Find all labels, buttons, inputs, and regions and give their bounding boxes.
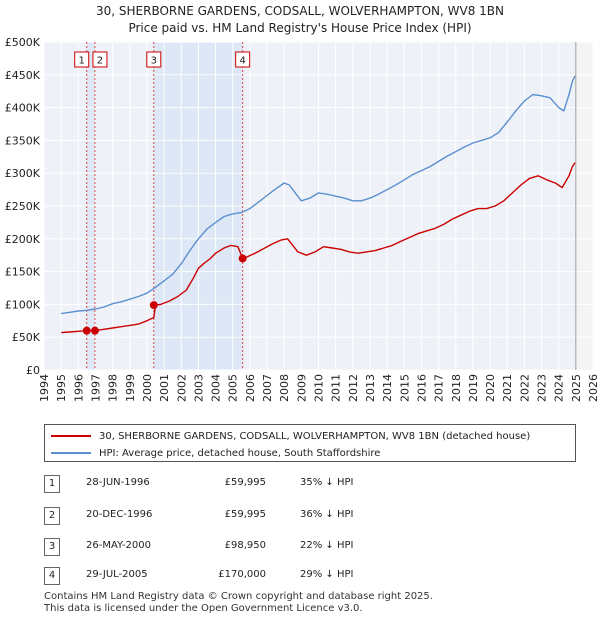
legend-item-hpi: HPI: Average price, detached house, Sout… [51,445,380,461]
y-tick-label: £400K [5,102,41,115]
x-tick-label: 2011 [330,374,343,402]
sale-label: 4 [239,56,245,67]
sale-label: 2 [97,56,103,67]
y-tick-label: £0 [26,364,40,377]
x-tick-label: 2014 [381,374,394,402]
x-tick-label: 2025 [570,374,583,402]
x-tick-label: 2026 [587,374,600,402]
x-tick-label: 1996 [72,374,85,402]
x-tick-label: 2005 [227,374,240,402]
footer-copyright: Contains HM Land Registry data © Crown c… [44,591,433,602]
sale-date: 29-JUL-2005 [86,569,148,580]
sale-row: 3 26-MAY-2000 £98,950 22% ↓ HPI [44,538,584,558]
y-tick-label: £150K [5,266,41,279]
x-tick-label: 2017 [433,374,446,402]
chart-subtitle: Price paid vs. HM Land Registry's House … [128,21,472,35]
x-tick-label: 2010 [313,374,326,402]
y-tick-label: £200K [5,233,41,246]
x-tick-label: 1999 [124,374,137,402]
sale-label-box [74,51,90,68]
sale-hpi-diff: 22% ↓ HPI [300,540,354,551]
sale-label-box [235,51,251,68]
sale-row: 1 28-JUN-1996 £59,995 35% ↓ HPI [44,475,584,495]
x-tick-label: 1994 [38,374,51,402]
sale-point [149,301,158,310]
legend-label-property: 30, SHERBORNE GARDENS, CODSALL, WOLVERHA… [99,430,531,442]
sale-price: £170,000 [218,569,266,580]
x-tick-label: 2023 [536,374,549,402]
sale-hpi-diff: 29% ↓ HPI [300,569,354,580]
sale-date: 20-DEC-1996 [86,509,153,520]
sale-row: 2 20-DEC-1996 £59,995 36% ↓ HPI [44,507,584,527]
sale-label: 3 [151,56,157,67]
x-tick-label: 2024 [553,374,566,402]
sale-label: 1 [79,56,85,67]
sale-date: 26-MAY-2000 [86,540,152,551]
x-tick-label: 2012 [347,374,360,402]
sale-point [90,326,99,335]
sale-label-box [92,51,108,68]
x-tick-label: 2009 [295,374,308,402]
x-tick-label: 2003 [192,374,205,402]
x-tick-label: 1995 [55,374,68,402]
x-tick-label: 2002 [175,374,188,402]
x-tick-label: 1997 [89,374,102,402]
legend-label-hpi: HPI: Average price, detached house, Sout… [99,447,381,459]
hpi-series-line [61,75,576,315]
sale-number: 3 [44,538,60,556]
sale-label-box [146,51,162,68]
sale-number: 1 [44,475,60,493]
sale-hpi-diff: 35% ↓ HPI [300,477,354,488]
sale-row: 4 29-JUL-2005 £170,000 29% ↓ HPI [44,567,584,587]
sale-point [82,326,91,335]
sale-date: 28-JUN-1996 [86,477,150,488]
property-series-line [61,162,576,334]
y-tick-label: £300K [5,167,41,180]
sale-number: 2 [44,507,60,525]
sale-hpi-diff: 36% ↓ HPI [300,509,354,520]
chart-legend: 30, SHERBORNE GARDENS, CODSALL, WOLVERHA… [44,424,576,462]
x-tick-label: 1998 [107,374,120,402]
y-tick-label: £350K [5,134,41,147]
x-tick-label: 2021 [501,374,514,402]
x-tick-label: 2016 [415,374,428,402]
legend-item-property: 30, SHERBORNE GARDENS, CODSALL, WOLVERHA… [51,428,530,444]
footer-license: This data is licensed under the Open Gov… [44,603,363,614]
legend-swatch-hpi [51,452,91,454]
x-tick-label: 2018 [450,374,463,402]
y-tick-label: £50K [12,331,41,344]
x-tick-label: 2013 [364,374,377,402]
x-tick-label: 2008 [278,374,291,402]
y-tick-label: £500K [5,36,41,49]
x-tick-label: 2006 [244,374,257,402]
y-tick-label: £100K [5,298,41,311]
chart-title: 30, SHERBORNE GARDENS, CODSALL, WOLVERHA… [95,4,505,18]
y-tick-label: £250K [5,200,41,213]
sale-price: £59,995 [224,509,266,520]
x-tick-label: 2007 [261,374,274,402]
sale-number: 4 [44,567,60,585]
legend-swatch-property [51,435,91,437]
sale-price: £98,950 [224,540,266,551]
y-tick-label: £450K [5,69,41,82]
x-tick-label: 2004 [210,374,223,402]
x-tick-label: 2019 [467,374,480,402]
x-tick-label: 2020 [484,374,497,402]
x-tick-label: 2000 [141,374,154,402]
price-chart: 1 2 3 4 £0 £50K £100K £150K £200K £250K £300K £350K… [5,36,600,402]
sale-point [238,254,247,263]
x-tick-label: 2015 [398,374,411,402]
sale-price: £59,995 [224,477,266,488]
x-tick-label: 2001 [158,374,171,402]
x-tick-label: 2022 [518,374,531,402]
